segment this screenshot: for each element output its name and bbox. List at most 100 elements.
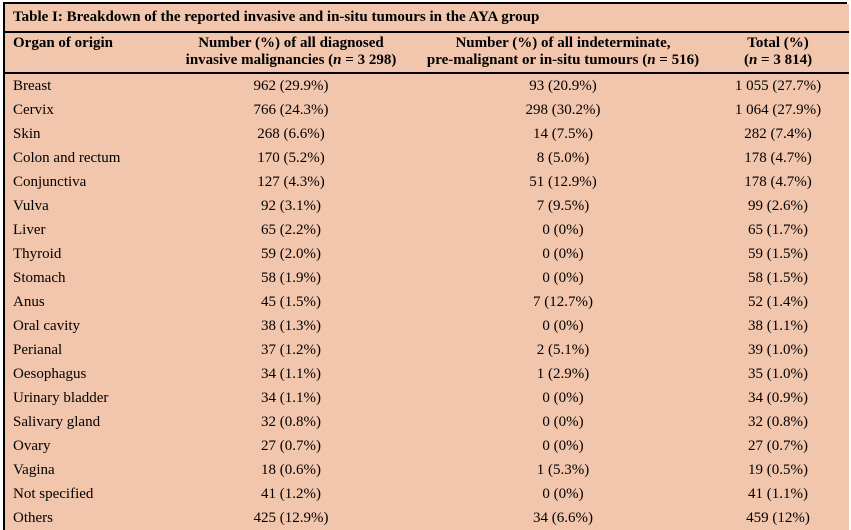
col-header-insitu-line2: pre-malignant or in-situ tumours — [426, 52, 639, 68]
invasive-count-cell: 65 (2.2%) — [261, 222, 321, 238]
invasive-count-cell: 18 (0.6%) — [261, 462, 321, 478]
col-header-organ: Organ of origin — [5, 32, 163, 74]
organ-cell: Thyroid — [13, 246, 62, 262]
table-row: Liver 65 (2.2%) 0 (0%) 65 (1.7%) — [5, 218, 849, 242]
insitu-count-cell: 0 (0%) — [542, 246, 584, 262]
invasive-count-cell: 425 (12.9%) — [253, 510, 329, 526]
table-body: Breast 962 (29.9%) 93 (20.9%) 1 055 (27.… — [5, 73, 849, 530]
table-row: Anus 45 (1.5%) 7 (12.7%) 52 (1.4%) — [5, 290, 849, 314]
invasive-count-cell: 37 (1.2%) — [261, 342, 321, 358]
n-italic: n — [647, 52, 656, 68]
insitu-count-cell: 0 (0%) — [542, 270, 584, 286]
invasive-count-cell: 170 (5.2%) — [257, 150, 325, 166]
table-row: Oesophagus 34 (1.1%) 1 (2.9%) 35 (1.0%) — [5, 362, 849, 386]
insitu-count-cell: 34 (6.6%) — [533, 510, 593, 526]
insitu-count-cell: 0 (0%) — [542, 318, 584, 334]
organ-cell: Ovary — [13, 438, 51, 454]
organ-cell: Oesophagus — [13, 366, 87, 382]
table-row: Skin 268 (6.6%) 14 (7.5%) 282 (7.4%) — [5, 122, 849, 146]
invasive-count-cell: 92 (3.1%) — [261, 198, 321, 214]
table-row: Breast 962 (29.9%) 93 (20.9%) 1 055 (27.… — [5, 73, 849, 98]
insitu-count-cell: 1 (5.3%) — [536, 462, 590, 478]
insitu-count-cell: 0 (0%) — [542, 414, 584, 430]
total-count-cell: 32 (0.8%) — [748, 414, 809, 430]
organ-cell: Urinary bladder — [13, 390, 109, 406]
table-row: Others 425 (12.9%) 34 (6.6%) 459 (12%) — [5, 506, 849, 530]
table-row: Conjunctiva 127 (4.3%) 51 (12.9%) 178 (4… — [5, 170, 849, 194]
table-header-row: Organ of origin Number (%) of all diagno… — [5, 32, 850, 74]
total-count-cell: 178 (4.7%) — [744, 150, 812, 166]
organ-cell: Conjunctiva — [13, 174, 87, 190]
n-italic: n — [748, 52, 758, 68]
total-count-cell: 39 (1.0%) — [748, 342, 809, 358]
insitu-count-cell: 0 (0%) — [542, 486, 584, 502]
organ-cell: Vagina — [13, 462, 55, 478]
table-row: Colon and rectum 170 (5.2%) 8 (5.0%) 178… — [5, 146, 849, 170]
organ-cell: Skin — [13, 126, 41, 142]
col-header-invasive-line2: invasive malignancies — [185, 52, 325, 68]
col-header-invasive: Number (%) of all diagnosed invasive mal… — [163, 32, 419, 74]
total-count-cell: 19 (0.5%) — [748, 462, 809, 478]
table-row: Vulva 92 (3.1%) 7 (9.5%) 99 (2.6%) — [5, 194, 849, 218]
organ-cell: Perianal — [13, 342, 63, 358]
invasive-count-cell: 962 (29.9%) — [253, 78, 329, 94]
invasive-count-cell: 58 (1.9%) — [261, 270, 321, 286]
invasive-count-cell: 34 (1.1%) — [261, 390, 321, 406]
total-count-cell: 1 064 (27.9%) — [734, 102, 822, 118]
table-row: Salivary gland 32 (0.8%) 0 (0%) 32 (0.8%… — [5, 410, 849, 434]
table-title: Table I: Breakdown of the reported invas… — [5, 4, 850, 33]
insitu-count-cell: 2 (5.1%) — [536, 342, 590, 358]
insitu-count-cell: 93 (20.9%) — [529, 78, 597, 94]
total-count-cell: 1 055 (27.7%) — [734, 78, 822, 94]
total-count-cell: 58 (1.5%) — [748, 270, 809, 286]
invasive-count-cell: 34 (1.1%) — [261, 366, 321, 382]
organ-cell: Anus — [13, 294, 45, 310]
col-header-organ-label: Organ of origin — [13, 35, 113, 51]
invasive-count-cell: 59 (2.0%) — [261, 246, 321, 262]
total-count-cell: 459 (12%) — [746, 510, 810, 526]
col-header-insitu-line1: Number (%) of all indeterminate, — [455, 35, 671, 51]
insitu-count-cell: 51 (12.9%) — [529, 174, 597, 190]
table-title-row: Table I: Breakdown of the reported invas… — [5, 4, 850, 33]
insitu-n-value: 516 — [671, 52, 695, 68]
table-row: Cervix 766 (24.3%) 298 (30.2%) 1 064 (27… — [5, 98, 849, 122]
organ-cell: Others — [13, 510, 53, 526]
total-count-cell: 35 (1.0%) — [748, 366, 809, 382]
invasive-count-cell: 38 (1.3%) — [261, 318, 321, 334]
organ-cell: Breast — [13, 78, 52, 94]
table-row: Thyroid 59 (2.0%) 0 (0%) 59 (1.5%) — [5, 242, 849, 266]
organ-cell: Liver — [13, 222, 46, 238]
tumour-breakdown-table: Table I: Breakdown of the reported invas… — [3, 2, 850, 530]
organ-cell: Salivary gland — [13, 414, 101, 430]
organ-cell: Colon and rectum — [13, 150, 121, 166]
invasive-count-cell: 27 (0.7%) — [261, 438, 321, 454]
insitu-count-cell: 14 (7.5%) — [533, 126, 593, 142]
invasive-count-cell: 268 (6.6%) — [257, 126, 325, 142]
invasive-count-cell: 41 (1.2%) — [261, 486, 321, 502]
table-row: Oral cavity 38 (1.3%) 0 (0%) 38 (1.1%) — [5, 314, 849, 338]
organ-cell: Not specified — [13, 486, 94, 502]
table-row: Stomach 58 (1.9%) 0 (0%) 58 (1.5%) — [5, 266, 849, 290]
insitu-count-cell: 298 (30.2%) — [525, 102, 601, 118]
insitu-count-cell: 0 (0%) — [542, 390, 584, 406]
n-italic: n — [333, 52, 342, 68]
organ-cell: Cervix — [13, 102, 54, 118]
data-table: Table I: Breakdown of the reported invas… — [5, 4, 850, 530]
total-count-cell: 99 (2.6%) — [748, 198, 809, 214]
insitu-count-cell: 0 (0%) — [542, 222, 584, 238]
insitu-count-cell: 1 (2.9%) — [536, 366, 590, 382]
col-header-insitu: Number (%) of all indeterminate, pre-mal… — [419, 32, 707, 74]
table-row: Not specified 41 (1.2%) 0 (0%) 41 (1.1%) — [5, 482, 849, 506]
invasive-count-cell: 766 (24.3%) — [253, 102, 329, 118]
total-count-cell: 65 (1.7%) — [748, 222, 809, 238]
total-count-cell: 52 (1.4%) — [748, 294, 809, 310]
total-count-cell: 59 (1.5%) — [748, 246, 809, 262]
table-row: Vagina 18 (0.6%) 1 (5.3%) 19 (0.5%) — [5, 458, 849, 482]
organ-cell: Oral cavity — [13, 318, 81, 334]
total-count-cell: 41 (1.1%) — [748, 486, 809, 502]
col-header-total: Total (%) (n = 3 814) — [707, 32, 850, 74]
organ-cell: Stomach — [13, 270, 66, 286]
table-row: Urinary bladder 34 (1.1%) 0 (0%) 34 (0.9… — [5, 386, 849, 410]
insitu-count-cell: 7 (9.5%) — [536, 198, 590, 214]
col-header-total-line1: Total (%) — [747, 35, 809, 51]
